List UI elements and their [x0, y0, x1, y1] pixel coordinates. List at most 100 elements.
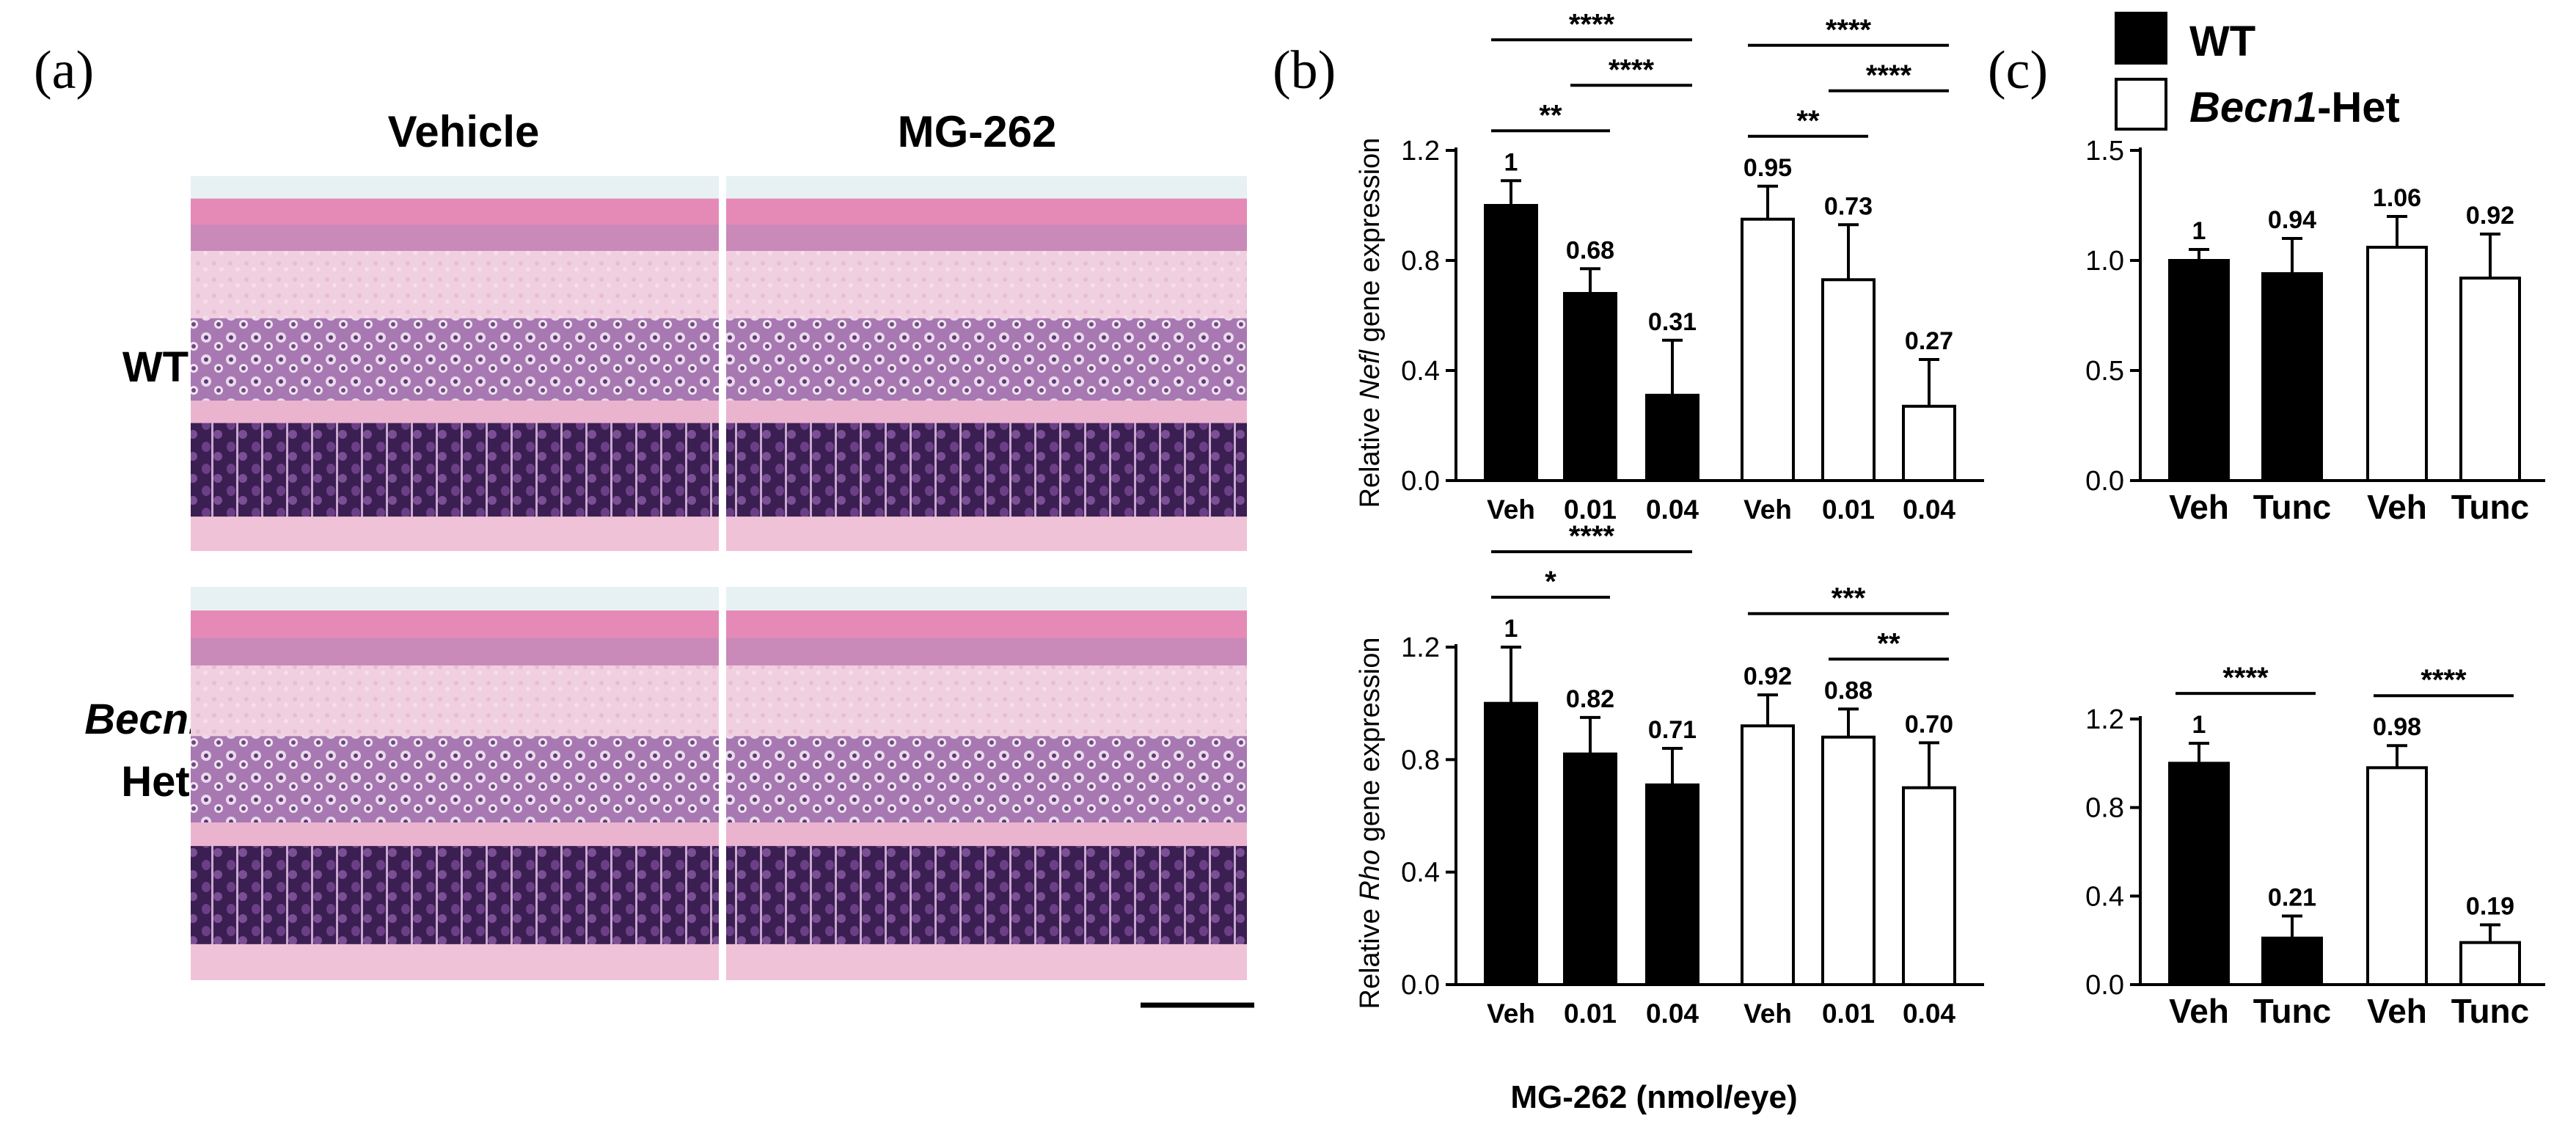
retina-layer — [726, 251, 1247, 319]
legend-label-wt: WT — [2189, 18, 2255, 65]
y-tick-label: 1.2 — [1401, 136, 1440, 167]
data-label: 1 — [1504, 615, 1518, 643]
micrograph-wt-vehicle — [191, 176, 719, 551]
retina-layer — [726, 587, 1247, 612]
micrograph-wt-mg262 — [726, 176, 1247, 551]
significance-label: **** — [1609, 54, 1655, 86]
retina-layer — [726, 517, 1247, 551]
column-title-mg262: MG-262 — [898, 107, 1057, 156]
y-tick-label: 0.0 — [2085, 466, 2124, 497]
retina-layer — [726, 638, 1247, 666]
retina-layer — [191, 401, 719, 424]
retina-layer — [726, 318, 1247, 401]
retina-layer — [191, 176, 719, 200]
y-tick-label: 0.8 — [1401, 745, 1440, 776]
chart-rho-expression: 0.0 0.4 0.8 1.2 Relative Rho gene expression… — [1355, 520, 1984, 1029]
retina-layer — [191, 610, 719, 639]
significance-label: *** — [1832, 582, 1866, 614]
retina-layer — [726, 665, 1247, 737]
x-tick-label: 0.04 — [1646, 999, 1699, 1029]
bar-3 — [2366, 246, 2428, 482]
x-tick-label: Veh — [2169, 488, 2229, 526]
legend-swatch-becn1-het — [2115, 78, 2167, 131]
y-tick-label: 0.4 — [1401, 858, 1440, 888]
bar-3 — [1645, 393, 1699, 482]
retina-layer — [726, 198, 1247, 226]
retina-layer — [191, 846, 719, 945]
x-tick-label: 0.04 — [1903, 999, 1955, 1029]
retina-layer — [191, 822, 719, 847]
bar-5 — [1821, 278, 1876, 482]
legend: WT Becn1-Het — [2115, 12, 2400, 131]
data-label: 0.71 — [1648, 716, 1697, 744]
column-title-vehicle: Vehicle — [388, 107, 540, 156]
x-tick-label: Tunc — [2451, 488, 2529, 526]
x-tick-label: Tunc — [2253, 992, 2331, 1030]
bar-2 — [2261, 272, 2323, 482]
retina-layer — [191, 423, 719, 518]
bar-6 — [1902, 404, 1956, 482]
significance-label: **** — [1866, 59, 1912, 92]
data-label: 0.31 — [1648, 308, 1697, 336]
y-tick-label: 1.2 — [1401, 632, 1440, 663]
y-tick-label: 0.0 — [1401, 466, 1440, 497]
x-tick-label: Tunc — [2451, 992, 2529, 1030]
y-tick-label: 0.0 — [1401, 970, 1440, 1001]
significance-label: ** — [1877, 627, 1900, 660]
data-label: 0.92 — [1743, 663, 1792, 690]
retina-layer — [726, 846, 1247, 945]
panel-label-c: (c) — [1988, 40, 2048, 101]
significance-label: **** — [2222, 662, 2269, 694]
data-label: 0.82 — [1566, 685, 1614, 713]
micrograph-het-mg262 — [726, 587, 1247, 980]
chart-nefl-expression: 0.0 0.4 0.8 1.2 Relative Nefl gene expressio… — [1355, 8, 1984, 525]
bar-4 — [1741, 217, 1795, 482]
retina-layer — [726, 225, 1247, 252]
x-tick-label: 0.04 — [1903, 495, 1955, 525]
bar-3 — [2366, 766, 2428, 987]
significance-label: ** — [1796, 105, 1820, 137]
bar-4 — [2459, 277, 2521, 482]
y-axis-label-prefix: Relative — [1355, 901, 1386, 1010]
y-axis-label-suffix: gene expression — [1355, 138, 1386, 350]
retina-layer — [191, 736, 719, 823]
retina-layer — [726, 423, 1247, 518]
data-label: 0.95 — [1743, 154, 1792, 182]
data-label: 0.92 — [2466, 202, 2514, 230]
retina-layer — [191, 198, 719, 226]
y-axis-label-gene: Nefl — [1355, 348, 1386, 399]
bar-4 — [1741, 724, 1795, 986]
bar-3 — [1645, 783, 1699, 987]
data-label: 0.94 — [2268, 206, 2316, 234]
y-tick-label: 1.0 — [2085, 246, 2124, 277]
y-axis-label-suffix: gene expression — [1355, 638, 1386, 850]
data-label: 0.70 — [1905, 710, 1953, 738]
significance-label: * — [1545, 566, 1556, 598]
shared-x-axis-label: MG-262 (nmol/eye) — [1510, 1079, 1797, 1115]
bar-2 — [1563, 752, 1617, 986]
y-axis-label: Relative Rho gene expression — [1355, 638, 1386, 1010]
data-label: 0.21 — [2268, 883, 2316, 911]
x-tick-label: 0.04 — [1646, 495, 1699, 525]
retina-layer — [191, 251, 719, 319]
retina-layer — [726, 401, 1247, 424]
retina-layer — [191, 638, 719, 666]
significance-label: **** — [2421, 664, 2467, 696]
x-tick-label: Veh — [1743, 495, 1792, 525]
x-tick-label: 0.01 — [1564, 999, 1617, 1029]
panel-label-a: (a) — [34, 40, 94, 101]
retina-layer — [191, 587, 719, 612]
retina-layer — [191, 225, 719, 252]
y-axis-label-prefix: Relative — [1355, 400, 1386, 508]
retina-layer — [191, 517, 719, 551]
significance-label: **** — [1569, 8, 1615, 40]
y-tick-label: 0.4 — [1401, 356, 1440, 387]
row-title-becn1-het-line2: Het — [121, 758, 189, 806]
x-tick-label: 0.01 — [1564, 495, 1617, 525]
chart-c-top: 0.0 0.5 1.0 1.5 1 Veh 0.94 Tunc 1.06 Veh 0.92 Tunc — [2085, 136, 2545, 526]
legend-swatch-wt — [2115, 12, 2167, 65]
x-tick-label: Veh — [2367, 488, 2427, 526]
row-title-wt: WT — [122, 343, 189, 391]
bar-4 — [2459, 941, 2521, 987]
